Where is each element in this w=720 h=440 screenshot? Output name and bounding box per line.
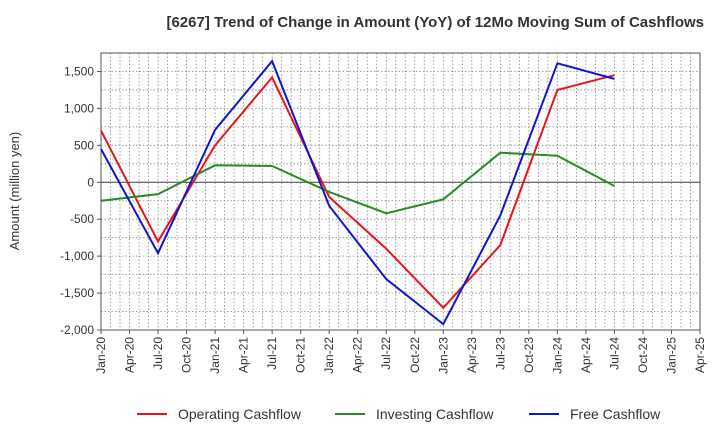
y-tick-label: -1,000 [60, 249, 94, 263]
x-tick-label: Jan-25 [664, 337, 678, 374]
x-tick-label: Oct-24 [636, 337, 650, 373]
x-tick-labels: Jan-20 Apr-20 Jul-20 Oct-20 Jan-21 Apr-21 Jul-… [94, 330, 707, 374]
y-tick-label: -2,000 [60, 323, 94, 337]
y-tick-labels: 1,500 1,000 500 0 -500 -1,000 -1,500 -2,000 [60, 64, 101, 337]
series-lines [100, 59, 615, 326]
legend-label: Free Cashflow [570, 406, 661, 422]
x-tick-label: Apr-20 [123, 337, 137, 373]
legend-label: Operating Cashflow [178, 406, 302, 422]
x-tick-label: Oct-20 [180, 337, 194, 373]
x-tick-label: Jul-22 [379, 337, 393, 370]
legend-label: Investing Cashflow [376, 406, 494, 422]
series-line-investing-cashflow [100, 151, 615, 215]
x-tick-label: Jan-22 [322, 337, 336, 374]
axes [100, 52, 701, 331]
x-tick-label: Apr-24 [579, 337, 593, 373]
x-tick-label: Jan-20 [94, 337, 108, 374]
grid [100, 52, 701, 331]
plot-frame [100, 52, 701, 331]
x-tick-label: Jul-21 [265, 337, 279, 370]
x-tick-label: Jul-23 [493, 337, 507, 370]
x-tick-label: Jul-24 [607, 337, 621, 370]
x-tick-label: Jan-24 [550, 337, 564, 374]
y-tick-label: -1,500 [60, 286, 94, 300]
x-tick-label: Oct-21 [294, 337, 308, 373]
y-tick-label: 1,500 [64, 64, 94, 78]
y-tick-label: 1,000 [64, 101, 94, 115]
x-tick-label: Oct-22 [408, 337, 422, 373]
x-tick-label: Jan-21 [208, 337, 222, 374]
y-tick-label: 0 [87, 175, 94, 189]
series-line-free-cashflow [100, 59, 615, 326]
x-tick-label: Jan-23 [436, 337, 450, 374]
x-tick-label: Jul-20 [151, 337, 165, 370]
x-tick-label: Apr-22 [351, 337, 365, 373]
chart-title: [6267] Trend of Change in Amount (YoY) o… [166, 14, 704, 31]
x-tick-label: Oct-23 [522, 337, 536, 373]
y-axis-title: Amount (million yen) [7, 132, 22, 251]
x-tick-label: Apr-25 [693, 337, 707, 373]
x-tick-label: Apr-21 [237, 337, 251, 373]
x-tick-label: Apr-23 [465, 337, 479, 373]
y-tick-label: -500 [70, 212, 94, 226]
legend: Operating Cashflow Investing Cashflow Free… [137, 406, 661, 422]
y-tick-label: 500 [74, 138, 94, 152]
